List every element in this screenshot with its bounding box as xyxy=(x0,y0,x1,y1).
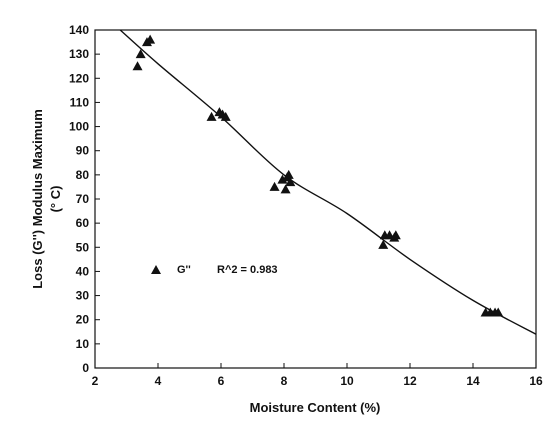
y-tick-label: 70 xyxy=(76,192,90,206)
x-axis-ticks: 2 4 6 8 10 12 14 16 xyxy=(92,363,543,388)
legend-r-squared: R^2 = 0.983 xyxy=(217,264,278,276)
x-tick-label: 12 xyxy=(403,374,417,388)
y-tick-label: 140 xyxy=(69,23,89,37)
x-axis-label: Moisture Content (%) xyxy=(250,400,381,415)
y-tick-label: 0 xyxy=(82,361,89,375)
x-tick-label: 10 xyxy=(340,374,354,388)
y-tick-label: 20 xyxy=(76,313,90,327)
y-axis-label-line-2: (° C) xyxy=(48,186,63,213)
data-point-triangle xyxy=(135,49,146,59)
data-point-triangle xyxy=(145,34,156,44)
data-point-triangle xyxy=(132,61,143,71)
data-point-triangle xyxy=(390,230,401,240)
data-point-triangle xyxy=(493,307,504,317)
y-tick-label: 10 xyxy=(76,337,90,351)
data-point-triangle xyxy=(280,184,291,194)
plot-frame xyxy=(94,29,537,369)
x-tick-label: 8 xyxy=(281,374,288,388)
y-axis-label-line-1: Loss (G'') Modulus Maximum xyxy=(30,109,45,289)
y-tick-label: 120 xyxy=(69,71,89,85)
x-tick-label: 2 xyxy=(92,374,99,388)
y-tick-label: 40 xyxy=(76,264,90,278)
x-tick-label: 6 xyxy=(218,374,225,388)
y-axis-ticks: 0 10 20 30 40 50 60 70 80 90 100 110 120 130 140 xyxy=(69,23,100,375)
data-point-triangle xyxy=(283,169,294,179)
y-tick-label: 50 xyxy=(76,240,90,254)
y-tick-label: 110 xyxy=(70,95,90,109)
data-point-triangle xyxy=(378,239,389,249)
legend-series-label: G'' xyxy=(177,264,191,276)
data-point-triangle xyxy=(277,174,288,184)
data-point-triangle xyxy=(269,181,280,191)
legend: G'' R^2 = 0.983 xyxy=(151,264,278,276)
x-tick-label: 4 xyxy=(155,374,162,388)
data-points xyxy=(132,34,504,317)
y-tick-label: 130 xyxy=(69,47,89,61)
y-tick-label: 60 xyxy=(76,216,90,230)
data-point-triangle xyxy=(220,111,231,121)
fit-curve xyxy=(119,29,537,335)
data-point-triangle xyxy=(206,111,217,121)
y-tick-label: 100 xyxy=(69,120,89,134)
y-tick-label: 30 xyxy=(76,289,90,303)
y-tick-label: 90 xyxy=(76,144,90,158)
x-tick-label: 14 xyxy=(466,374,480,388)
legend-marker xyxy=(151,265,161,274)
data-point-triangle xyxy=(285,177,296,187)
x-tick-label: 16 xyxy=(529,374,543,388)
y-tick-label: 80 xyxy=(76,168,90,182)
